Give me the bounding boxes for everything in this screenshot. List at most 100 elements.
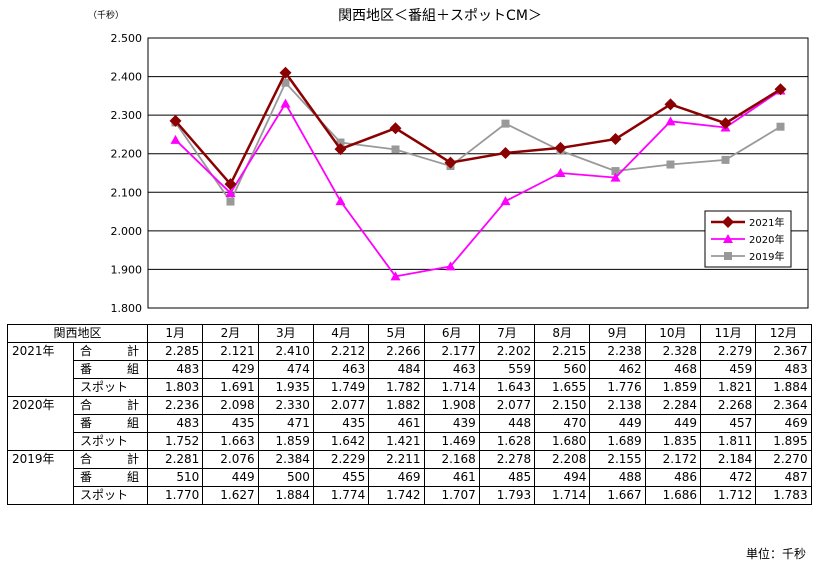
table-cell: 2.177 [423,342,480,361]
table-cell: 483 [755,360,812,379]
table-cell: 2.270 [755,450,812,469]
legend-label: 2021年 [749,216,784,229]
table-cell: 1.782 [368,378,425,397]
table-cell: 2.208 [534,450,591,469]
table-cell: 2.098 [202,396,259,415]
table-cell: 463 [423,360,480,379]
table-cell: 2.285 [147,342,204,361]
table-cell: 1.793 [478,486,536,505]
data-point [224,178,237,191]
table-cell: 461 [368,414,425,433]
table-cell: 429 [202,360,259,379]
data-point [611,167,620,176]
data-point [336,138,345,147]
table-row: 番 組 483 429 474 463 484 463 559 560 462 468 459 483 [8,360,812,379]
y-tick-label: 1.900 [111,263,143,276]
table-cell: 560 [534,360,591,379]
data-point [554,141,567,154]
table-cell: 435 [312,414,370,433]
series-layer [169,66,787,281]
data-point [169,114,182,127]
table-cell: 1.882 [368,396,425,415]
table-cell: 1.707 [423,486,480,505]
table-cell: 2.229 [312,450,370,469]
table-cell: 2.215 [534,342,591,361]
table-cell: 484 [368,360,425,379]
legend-label: 2019年 [749,250,784,263]
legend-label: 2020年 [749,233,784,246]
table-cell: 1.742 [368,486,425,505]
month-header: 11月 [699,324,757,343]
month-header: 8月 [534,324,591,343]
table-cell: 2.121 [202,342,259,361]
line-chart: 関西地区＜番組＋スポットCM＞ （千秒） 1.800 1.900 2.000 2.10… [88,8,809,315]
legend-marker [722,216,734,228]
row-label: 番 組 [72,414,149,433]
table-cell: 2.150 [534,396,591,415]
table-cell: 1.935 [257,378,314,397]
table-cell: 1.783 [755,486,812,505]
table-cell: 1.663 [202,432,259,451]
data-point [335,196,346,206]
y-axis-unit: （千秒） [88,9,124,21]
series-1 [170,85,786,281]
row-label: 番 組 [72,360,149,379]
data-point [225,188,236,198]
table-cell: 2.155 [589,450,646,469]
table-cell: 1.776 [589,378,646,397]
row-label: 合 計 [72,342,149,361]
y-tick-label: 2.400 [111,71,143,84]
y-tick-label: 2.500 [111,32,143,45]
month-header: 6月 [423,324,480,343]
data-point [500,196,511,206]
data-point [391,145,400,154]
table-cell: 1.895 [755,432,812,451]
data-point [501,119,510,128]
y-tick-label: 2.000 [111,225,143,238]
table-cell: 2.268 [699,396,757,415]
table-cell: 487 [755,468,812,487]
y-tick-label: 2.100 [111,186,143,199]
data-point [444,156,457,169]
table-corner: 関西地区 [6,324,149,343]
table-cell: 2.278 [478,450,536,469]
table-cell: 1.714 [423,378,480,397]
table-cell: 1.811 [699,432,757,451]
table-cell: 2.077 [312,396,370,415]
data-point [445,261,456,271]
table-cell: 1.835 [644,432,701,451]
table-cell: 435 [202,414,259,433]
table-cell: 2.279 [699,342,757,361]
table-cell: 2.236 [147,396,204,415]
y-tick-labels: 1.800 1.900 2.000 2.100 2.200 2.300 2.400 2.500 [111,32,143,315]
row-label: スポット [72,378,149,397]
data-point [609,133,622,146]
table-cell: 1.628 [478,432,536,451]
table-cell: 2.202 [478,342,536,361]
year-label: 2020年 [7,396,74,451]
table-cell: 449 [202,468,259,487]
table-cell: 474 [257,360,314,379]
data-point [721,155,730,164]
table-cell: 485 [478,468,536,487]
table-cell: 2.168 [423,450,480,469]
table-cell: 459 [699,360,757,379]
table-row: 2019年合 計 2.281 2.076 2.384 2.229 2.211 2.168 2.… [7,450,812,505]
month-header: 9月 [589,324,646,343]
table-cell: 1.749 [312,378,370,397]
month-header: 3月 [257,324,314,343]
table-cell: 469 [368,468,425,487]
data-point [390,271,401,281]
table-cell: 2.211 [368,450,425,469]
table-cell: 1.884 [257,486,314,505]
year-label: 2019年 [7,450,74,505]
table-cell: 2.284 [644,396,701,415]
data-point [665,116,676,126]
table-cell: 448 [478,414,536,433]
series-line [174,81,781,204]
table-cell: 2.212 [312,342,370,361]
table-cell: 2.410 [257,342,314,361]
month-header: 12月 [755,324,812,343]
y-tick-label: 2.200 [111,148,143,161]
table-cell: 439 [423,414,480,433]
